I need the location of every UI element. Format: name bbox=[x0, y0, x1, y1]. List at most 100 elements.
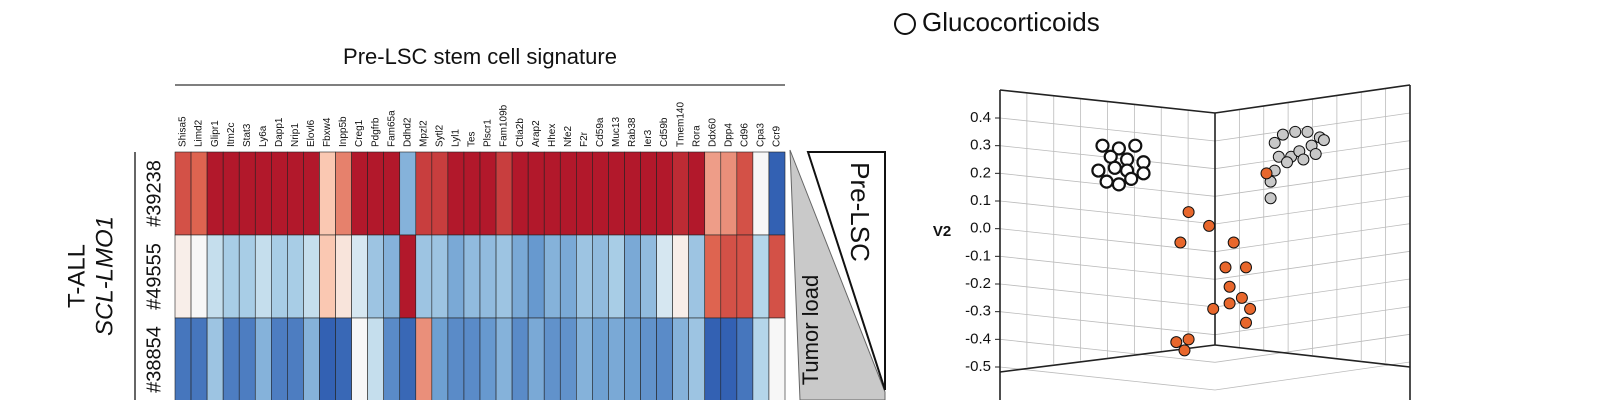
heatmap-cell bbox=[351, 151, 368, 236]
grid-line bbox=[1214, 112, 1411, 142]
y-tick-label: -0.1 bbox=[965, 247, 991, 264]
heatmap-cell bbox=[222, 234, 240, 319]
heatmap-cell bbox=[463, 151, 481, 236]
heatmap-cell bbox=[447, 151, 465, 236]
point bbox=[1111, 177, 1127, 192]
heatmap-cell bbox=[479, 151, 497, 236]
grid-line bbox=[999, 117, 1216, 142]
heatmap-cell bbox=[624, 234, 641, 319]
heatmap-cell bbox=[592, 317, 609, 400]
point bbox=[1170, 336, 1183, 349]
grid-line bbox=[999, 255, 1216, 280]
heatmap-cell bbox=[656, 234, 673, 319]
heatmap-cell bbox=[399, 234, 417, 319]
heatmap-cell bbox=[351, 317, 368, 400]
heatmap-cell bbox=[287, 234, 304, 319]
heatmap-title: Pre-LSC stem cell signature bbox=[343, 44, 617, 69]
gene-label: Cd96 bbox=[740, 123, 751, 147]
heatmap-cell bbox=[190, 234, 208, 319]
box-edge bbox=[999, 89, 1216, 114]
heatmap-cell bbox=[447, 317, 465, 400]
heatmap-cell bbox=[576, 234, 593, 319]
point bbox=[1268, 136, 1281, 149]
heatmap-cell bbox=[736, 234, 754, 319]
heatmap-cell bbox=[447, 234, 465, 319]
grid-line bbox=[1214, 333, 1411, 363]
y-tick-label: 0.1 bbox=[970, 192, 991, 209]
heatmap-cell bbox=[672, 317, 689, 400]
gene-label: Inpp5b bbox=[338, 116, 349, 147]
heatmap-cell bbox=[704, 317, 722, 400]
gene-label: Tmem140 bbox=[675, 102, 686, 147]
point bbox=[1264, 192, 1277, 205]
gene-label: Cpa3 bbox=[756, 123, 767, 147]
gene-label: Lyl1 bbox=[451, 129, 462, 147]
heatmap-cell bbox=[688, 317, 706, 400]
heatmap-cell bbox=[254, 151, 272, 236]
point bbox=[1309, 147, 1322, 160]
row-label: #38854 bbox=[143, 326, 165, 393]
gene-label: Itm2c bbox=[226, 123, 237, 147]
tumor-load-wedge bbox=[789, 149, 886, 400]
heatmap-cell bbox=[174, 151, 192, 236]
heatmap-cell bbox=[576, 317, 593, 400]
grid-line bbox=[1214, 250, 1411, 280]
heatmap-cell bbox=[303, 151, 320, 236]
heatmap-cell bbox=[559, 317, 577, 400]
point bbox=[1182, 333, 1195, 346]
heatmap-cell bbox=[367, 151, 384, 236]
heatmap-cell bbox=[495, 317, 513, 400]
group-label: T-ALL bbox=[63, 244, 90, 308]
gene-label: Mpzl2 bbox=[418, 120, 429, 147]
point bbox=[1203, 219, 1216, 232]
heatmap-cell bbox=[271, 234, 288, 319]
heatmap-cell bbox=[383, 317, 401, 400]
heatmap-cell bbox=[367, 317, 384, 400]
gene-label: Stat3 bbox=[242, 123, 253, 147]
heatmap-cell bbox=[319, 234, 336, 319]
y-tick-label: 0.3 bbox=[970, 137, 991, 154]
point bbox=[1091, 163, 1106, 178]
point bbox=[1240, 261, 1252, 274]
point bbox=[1272, 150, 1285, 163]
gene-label: Fbxw4 bbox=[322, 117, 333, 147]
heatmap-cell bbox=[254, 234, 272, 319]
grid-line bbox=[1214, 167, 1411, 197]
point bbox=[1099, 174, 1114, 189]
heatmap-cell bbox=[720, 151, 738, 236]
heatmap-cell bbox=[431, 151, 449, 236]
point bbox=[1207, 302, 1220, 315]
heatmap-cell bbox=[479, 234, 497, 319]
point bbox=[1276, 128, 1289, 141]
y-tick-label: -0.2 bbox=[965, 275, 991, 292]
heatmap-cell bbox=[174, 234, 192, 319]
heatmap-cell bbox=[463, 317, 481, 400]
gene-label: Rab38 bbox=[627, 117, 638, 147]
heatmap-cell bbox=[736, 151, 754, 236]
point bbox=[1111, 141, 1127, 156]
point bbox=[1297, 153, 1310, 166]
y-tick-label: 0.4 bbox=[970, 109, 991, 126]
heatmap-cell bbox=[431, 317, 449, 400]
heatmap-cell bbox=[431, 234, 449, 319]
heatmap-cell bbox=[543, 317, 561, 400]
heatmap-cell bbox=[752, 151, 770, 236]
heatmap-cell bbox=[174, 317, 192, 400]
gene-label: Ddx60 bbox=[707, 118, 718, 147]
plot-box bbox=[995, 84, 1411, 400]
heatmap-cell bbox=[511, 317, 529, 400]
point bbox=[1317, 134, 1330, 147]
heatmap-cell bbox=[319, 317, 336, 400]
gene-label: Plscr1 bbox=[483, 119, 494, 147]
heatmap-cell bbox=[656, 151, 673, 236]
point bbox=[1289, 125, 1302, 138]
grid-line bbox=[1214, 361, 1411, 391]
heatmap-cell bbox=[640, 317, 657, 400]
heatmap-cell bbox=[463, 234, 481, 319]
wedge-label: Pre-LSC bbox=[845, 162, 875, 262]
heatmap-cell bbox=[415, 317, 433, 400]
point bbox=[1174, 236, 1187, 249]
heatmap-cell bbox=[222, 317, 240, 400]
heatmap-cell bbox=[287, 317, 304, 400]
heatmap-cell bbox=[688, 151, 706, 236]
